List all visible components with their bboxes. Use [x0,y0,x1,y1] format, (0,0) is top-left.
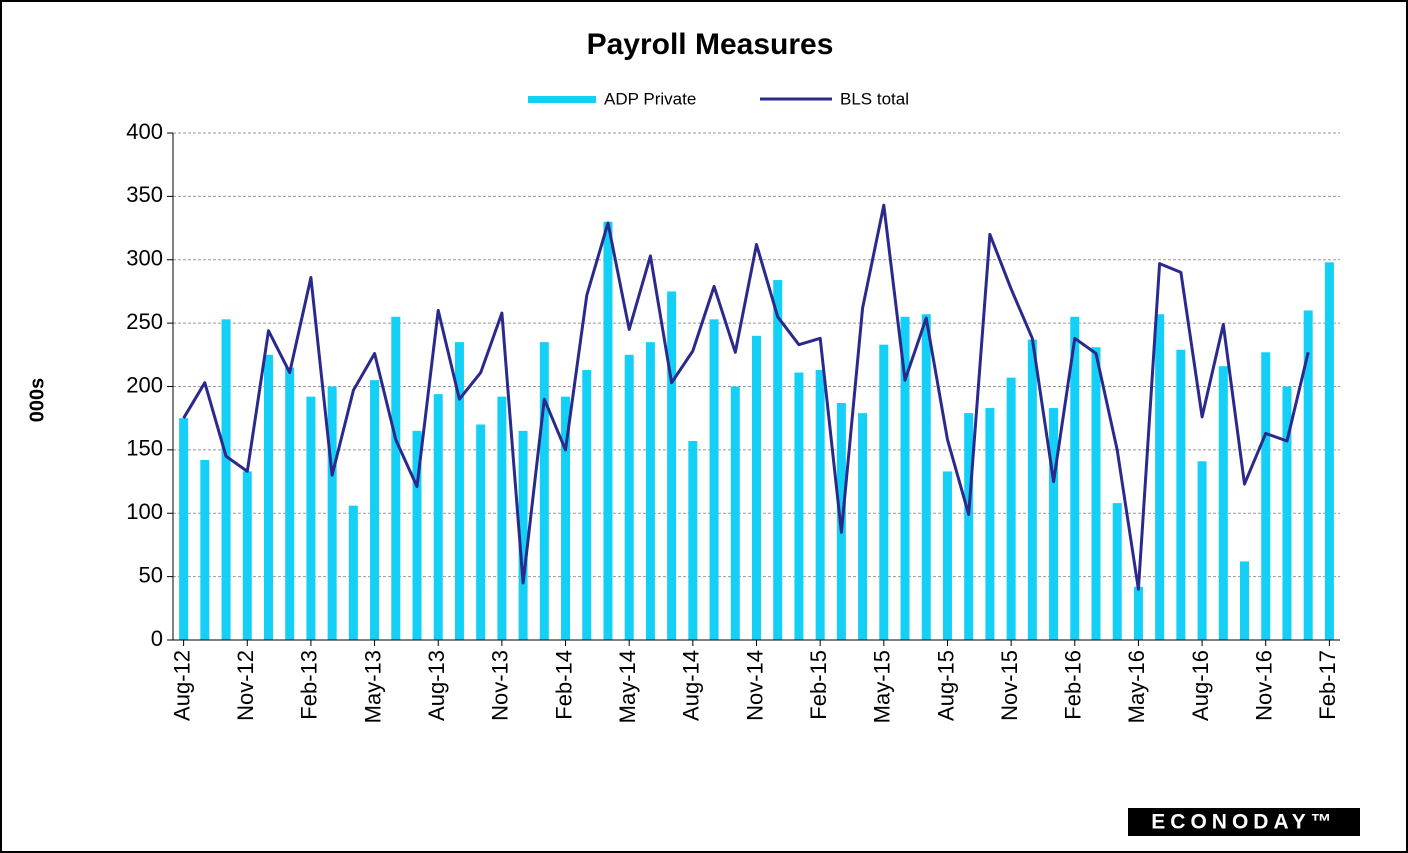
x-tick-label: May-13 [360,650,385,723]
bar [582,370,592,640]
x-tick-label: Aug-13 [424,650,449,721]
bar [1112,503,1122,640]
y-tick-label: 200 [126,372,163,397]
x-tick-label: Nov-15 [997,650,1022,721]
bar [709,319,719,640]
y-tick-label: 0 [151,626,163,651]
bar [221,319,231,640]
bar [1091,347,1101,640]
logo: ECONODAY™ [1151,811,1336,834]
y-axis-label: 000s [26,378,48,423]
bar [667,291,677,640]
bar [348,505,358,640]
x-tick-label: Aug-14 [679,650,704,721]
legend-label: BLS total [840,89,909,108]
bar [412,430,422,640]
bar [476,424,486,640]
y-tick-label: 50 [139,562,163,587]
x-tick-label: Nov-13 [488,650,513,721]
bar [688,441,698,640]
bar [1282,386,1292,640]
x-tick-label: Nov-12 [233,650,258,721]
bar [645,342,655,640]
y-tick-label: 150 [126,436,163,461]
bar [858,413,868,640]
bar [1261,352,1271,640]
bar [497,396,507,640]
bar [179,418,189,640]
bar [518,430,528,640]
y-tick-label: 350 [126,182,163,207]
bar [1070,316,1080,640]
bar [603,221,613,640]
bar [327,386,337,640]
bar [433,394,443,640]
bar [1027,339,1037,640]
bar [1240,561,1250,640]
x-tick-label: Aug-16 [1188,650,1213,721]
bar [1049,408,1059,640]
x-tick-label: May-14 [615,650,640,723]
bar [1133,586,1143,640]
x-tick-label: Aug-12 [169,650,194,721]
y-tick-label: 300 [126,246,163,271]
bar [942,471,952,640]
logo-box [1128,808,1360,836]
legend-swatch [528,96,596,103]
x-tick-label: Feb-14 [551,650,576,720]
y-tick-label: 400 [126,119,163,144]
bar [242,471,252,640]
x-tick-label: May-16 [1124,650,1149,723]
bar [921,314,931,640]
bar [370,380,380,640]
bar [539,342,549,640]
chart-title: Payroll Measures [587,28,834,61]
x-tick-label: Nov-14 [742,650,767,721]
y-tick-label: 250 [126,309,163,334]
bar [1218,366,1228,640]
bar [454,342,464,640]
x-tick-label: May-15 [870,650,895,723]
bar [1324,262,1334,640]
bar [985,408,995,640]
bar [391,316,401,640]
bar [624,354,634,640]
bar [285,367,295,640]
bar [1006,377,1016,640]
bar [879,344,889,640]
bar [263,354,273,640]
x-tick-label: Feb-13 [297,650,322,720]
legend-label: ADP Private [604,89,696,108]
bar [1197,461,1207,640]
bar [561,396,571,640]
bar [752,335,761,640]
bar [794,372,804,640]
x-tick-label: Feb-15 [806,650,831,720]
x-tick-label: Nov-16 [1252,650,1277,721]
bar [964,413,974,640]
bar [730,386,740,640]
y-tick-label: 100 [126,499,163,524]
bar [1303,310,1313,640]
bar [1155,314,1165,640]
x-tick-label: Feb-16 [1061,650,1086,720]
bar [306,396,316,640]
bar [1176,349,1186,640]
bar [773,280,783,640]
bar [900,316,910,640]
bar [200,460,210,640]
line [182,203,1310,591]
bar [815,370,825,640]
x-tick-label: Aug-15 [933,650,958,721]
x-tick-label: Feb-17 [1315,650,1340,720]
